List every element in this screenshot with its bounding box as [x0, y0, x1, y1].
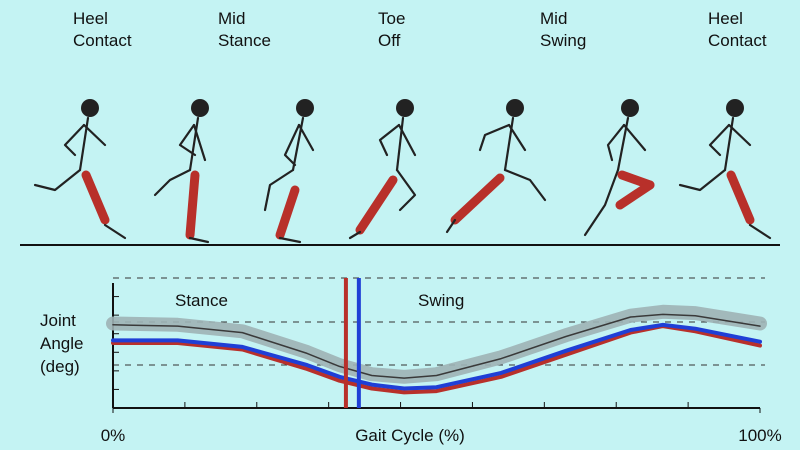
line: [112, 313, 761, 379]
runners: [33, 99, 772, 244]
phase-label: Heel: [708, 9, 743, 28]
phase-label: Mid: [540, 9, 567, 28]
line: [111, 324, 762, 395]
guides: [113, 277, 765, 366]
line: [111, 322, 762, 391]
x-tick-label: 100%: [738, 426, 781, 445]
x-tick-label: 0%: [101, 426, 126, 445]
phase-label: Contact: [708, 31, 767, 50]
phase-label: Heel: [73, 9, 108, 28]
x-axis-label: Gait Cycle (%): [355, 426, 465, 445]
phase-label: Swing: [540, 31, 586, 50]
phase-label: Contact: [73, 31, 132, 50]
annotation: Swing: [418, 291, 464, 310]
phase-label: Stance: [218, 31, 271, 50]
phase-label: Toe: [378, 9, 405, 28]
phase-label: Mid: [218, 9, 245, 28]
phase-label: Off: [378, 31, 401, 50]
y-axis-label: Joint: [40, 311, 76, 330]
band: [106, 304, 767, 384]
annotation: Stance: [175, 291, 228, 310]
y-axis-label: (deg): [40, 357, 80, 376]
y-axis-label: Angle: [40, 334, 83, 353]
